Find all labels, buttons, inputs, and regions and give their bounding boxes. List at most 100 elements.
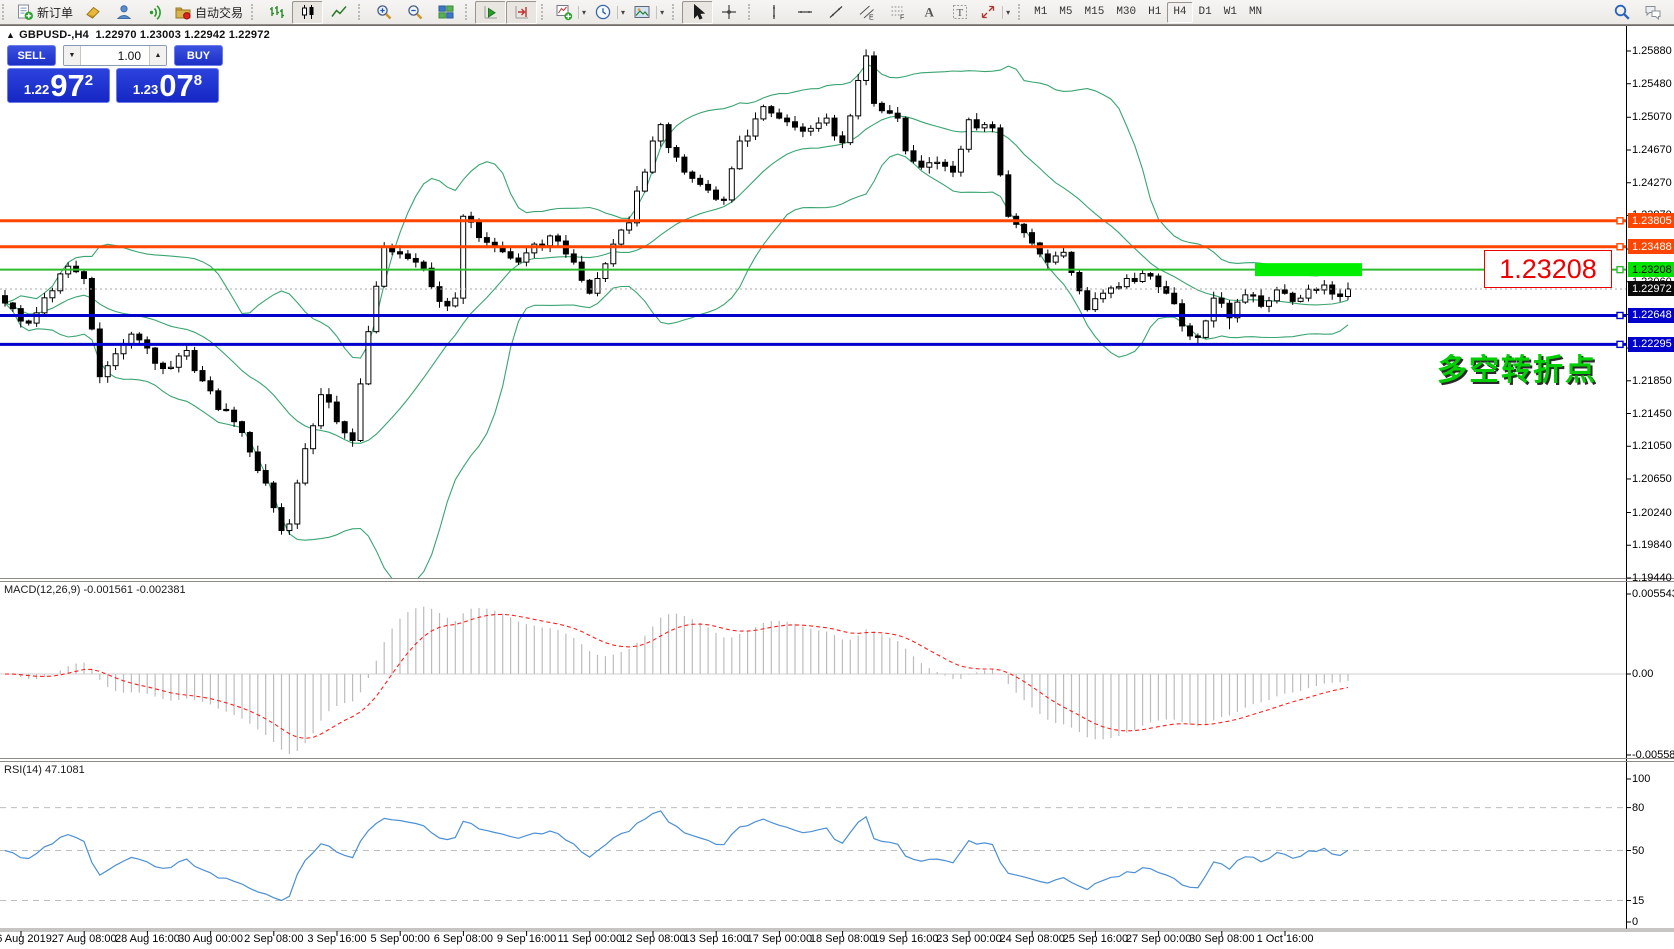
rsi-axis-tick: 0 xyxy=(1632,916,1639,928)
crosshair-button[interactable] xyxy=(713,1,744,24)
date-label: 2 Sep 08:00 xyxy=(244,933,304,945)
toolbar-grip xyxy=(2,4,8,20)
auto-scroll-button[interactable] xyxy=(475,0,507,24)
vertical-line-button[interactable] xyxy=(758,1,789,24)
autotrading-icon xyxy=(174,3,192,21)
toolbar-group xyxy=(367,0,463,25)
shift-icon xyxy=(513,3,531,21)
toolbar-group: ▾ ▾ ▾ xyxy=(550,0,670,25)
candlestick-chart-button[interactable] xyxy=(292,0,324,24)
sell-price-main: 1.22 xyxy=(23,82,50,97)
symbol-name: GBPUSD-,H4 xyxy=(19,29,89,41)
signals-button[interactable] xyxy=(139,1,170,24)
autotrading-label: 自动交易 xyxy=(195,5,244,20)
clock-icon xyxy=(594,3,612,21)
price-tag: 1.23208 xyxy=(1628,262,1674,278)
zoom-in-button[interactable] xyxy=(368,1,399,24)
volume-stepper: ▼ 1.00 ▲ xyxy=(63,45,167,66)
shapes-icon xyxy=(979,3,997,21)
volume-decrease-icon[interactable]: ▼ xyxy=(64,46,81,65)
trendline-button[interactable] xyxy=(820,1,851,24)
fibonacci-button[interactable]: F xyxy=(882,1,913,24)
sell-button[interactable]: SELL xyxy=(7,45,56,66)
ohlc-values: 1.22970 1.23003 1.22942 1.22972 xyxy=(95,29,270,41)
template-icon xyxy=(633,3,651,21)
timeframe-h1[interactable]: H1 xyxy=(1148,6,1162,18)
horizontal-line-button[interactable] xyxy=(789,1,820,24)
volume-increase-icon[interactable]: ▲ xyxy=(149,46,166,65)
profiles-dropdown-icon[interactable]: ▾ xyxy=(617,5,625,19)
trade-panel-toggle-icon[interactable]: ▲ xyxy=(6,30,16,40)
tile-icon xyxy=(437,3,455,21)
price-tick: 1.20240 xyxy=(1632,506,1672,519)
rsi-axis-tick: 50 xyxy=(1632,844,1645,857)
price-tick: 1.21050 xyxy=(1632,440,1672,453)
line-icon xyxy=(330,3,348,21)
date-label: 30 Aug 00:00 xyxy=(178,933,244,945)
symbol-ohlc-label: ▲ GBPUSD-,H4 1.22970 1.23003 1.22942 1.22… xyxy=(6,29,270,41)
timeframe-w1[interactable]: W1 xyxy=(1223,6,1237,18)
date-label: 3 Sep 16:00 xyxy=(307,933,367,945)
metaeditor-button[interactable] xyxy=(77,1,108,24)
date-label: 5 Sep 00:00 xyxy=(370,933,430,945)
sell-price-box[interactable]: 1.22 97 2 xyxy=(7,68,110,103)
text-t-icon: T xyxy=(951,3,969,21)
search-button[interactable] xyxy=(1606,1,1637,24)
templates-button[interactable]: ▾ xyxy=(629,1,668,24)
new-chart-dropdown-icon[interactable]: ▾ xyxy=(578,5,586,19)
buy-price-box[interactable]: 1.23 07 8 xyxy=(116,68,219,103)
toolbar-group: 新订单 自动交易 xyxy=(11,0,249,25)
timeframe-d1[interactable]: D1 xyxy=(1198,6,1212,18)
date-label: 25 Sep 16:00 xyxy=(1062,933,1129,945)
macd-axis-tick: 0.005543 xyxy=(1632,588,1674,600)
buy-price-main: 1.23 xyxy=(132,82,159,97)
buy-button[interactable]: BUY xyxy=(174,45,223,66)
new-chart-button[interactable]: ▾ xyxy=(551,1,590,24)
timeframe-m30[interactable]: M30 xyxy=(1116,6,1137,18)
date-label: 23 Sep 00:00 xyxy=(936,933,1002,945)
line-chart-button[interactable] xyxy=(323,1,354,24)
sell-price-big: 97 xyxy=(50,68,85,103)
rsi-axis-tick: 15 xyxy=(1632,894,1645,907)
text-button[interactable]: A xyxy=(913,1,944,24)
templates-dropdown-icon[interactable]: ▾ xyxy=(656,5,664,19)
hline-icon xyxy=(796,3,814,21)
text-label-button[interactable]: T xyxy=(944,1,975,24)
chart-shift-button[interactable] xyxy=(506,0,538,24)
new-order-label: 新订单 xyxy=(37,5,74,20)
price-tag: 1.23805 xyxy=(1628,213,1674,229)
date-label: 6 Sep 08:00 xyxy=(433,933,494,945)
autotrading-button[interactable]: 自动交易 xyxy=(170,1,247,24)
volume-value[interactable]: 1.00 xyxy=(117,48,141,63)
timeframe-m15[interactable]: M15 xyxy=(1084,6,1105,18)
one-click-trading-panel: SELL ▼ 1.00 ▲ BUY 1.22 97 2 1.23 07 8 xyxy=(7,45,223,103)
open-account-button[interactable] xyxy=(108,1,139,24)
date-label: 1 Oct 16:00 xyxy=(1256,933,1314,945)
buy-price-big: 07 xyxy=(159,68,194,103)
timeframe-m5[interactable]: M5 xyxy=(1059,6,1073,18)
timeframe-m1[interactable]: M1 xyxy=(1034,6,1048,18)
timeframe-h4[interactable]: H4 xyxy=(1167,1,1193,23)
tile-windows-button[interactable] xyxy=(430,1,461,24)
eraser-icon xyxy=(84,3,102,21)
cursor-button[interactable] xyxy=(682,0,714,24)
arrows-button[interactable]: ▾ xyxy=(975,1,1014,24)
date-label: 13 Sep 16:00 xyxy=(683,933,749,945)
timeframe-mn[interactable]: MN xyxy=(1248,6,1263,18)
new-order-button[interactable]: 新订单 xyxy=(12,1,77,24)
profiles-button[interactable]: ▾ xyxy=(590,1,629,24)
trendline-icon xyxy=(827,3,845,21)
price-tick: 1.21450 xyxy=(1632,407,1672,420)
chat-icon xyxy=(1644,3,1662,21)
text-a-icon: A xyxy=(920,3,938,21)
arrows-dropdown-icon[interactable]: ▾ xyxy=(1002,5,1010,19)
cursor-icon xyxy=(689,3,707,21)
equidistant-channel-button[interactable]: E xyxy=(851,1,882,24)
chat-button[interactable] xyxy=(1637,1,1668,24)
price-tick: 1.21850 xyxy=(1632,374,1672,387)
new-order-icon xyxy=(16,3,34,21)
zoom-out-button[interactable] xyxy=(399,1,430,24)
bar-chart-button[interactable] xyxy=(261,1,292,24)
